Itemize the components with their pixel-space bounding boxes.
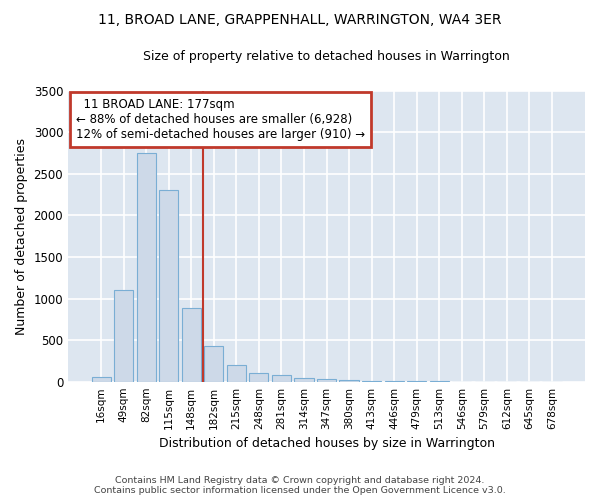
- Text: 11, BROAD LANE, GRAPPENHALL, WARRINGTON, WA4 3ER: 11, BROAD LANE, GRAPPENHALL, WARRINGTON,…: [98, 12, 502, 26]
- Bar: [295, 378, 314, 382]
- Y-axis label: Number of detached properties: Number of detached properties: [15, 138, 28, 334]
- Bar: [182, 308, 201, 382]
- Bar: [317, 379, 336, 382]
- Text: Contains HM Land Registry data © Crown copyright and database right 2024.
Contai: Contains HM Land Registry data © Crown c…: [94, 476, 506, 495]
- Bar: [204, 346, 223, 382]
- Bar: [92, 377, 110, 382]
- Bar: [250, 373, 268, 382]
- Title: Size of property relative to detached houses in Warrington: Size of property relative to detached ho…: [143, 50, 510, 63]
- Bar: [340, 380, 359, 382]
- X-axis label: Distribution of detached houses by size in Warrington: Distribution of detached houses by size …: [158, 437, 494, 450]
- Bar: [137, 153, 156, 382]
- Bar: [272, 376, 291, 382]
- Bar: [385, 381, 404, 382]
- Bar: [159, 190, 178, 382]
- Bar: [227, 365, 246, 382]
- Bar: [362, 381, 381, 382]
- Text: 11 BROAD LANE: 177sqm  
← 88% of detached houses are smaller (6,928)
12% of semi: 11 BROAD LANE: 177sqm ← 88% of detached …: [76, 98, 365, 141]
- Bar: [114, 290, 133, 382]
